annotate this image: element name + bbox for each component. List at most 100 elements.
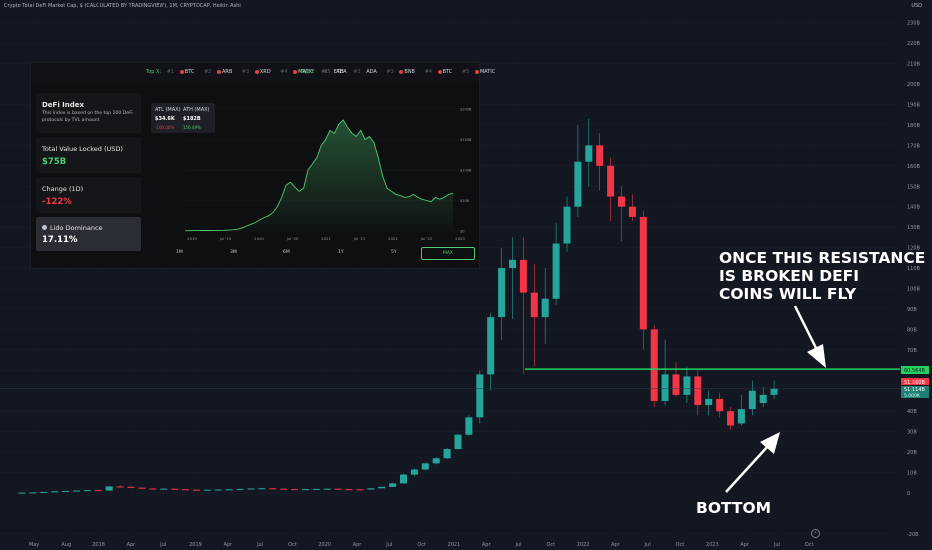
candle-body (160, 488, 168, 490)
y-tick-label: 100B (907, 287, 921, 293)
candle-body (400, 474, 407, 484)
y-tick-label: 70B (907, 348, 917, 354)
candle-body (29, 492, 37, 494)
candle-body (748, 390, 756, 410)
scroll-to-realtime-icon[interactable]: ⚡ (811, 529, 820, 538)
candle-body (541, 298, 549, 318)
x-tick-label: 2018 (92, 542, 105, 548)
candle-body (312, 488, 320, 490)
y-tick-label: 0 (907, 491, 910, 497)
range-max-button[interactable]: MAX (421, 247, 475, 260)
x-tick-label: Apr (611, 542, 621, 548)
y-tick-label: 30B (907, 430, 917, 436)
candle-body (650, 329, 658, 401)
bottom-arrow-head (760, 432, 780, 454)
bottom-note: BOTTOM (696, 499, 771, 517)
x-tick-label: 2019 (189, 542, 202, 548)
candle-body (563, 206, 571, 244)
candle-body (737, 409, 745, 424)
x-tick-label: 2021 (448, 542, 461, 548)
resistance-arrow-head (807, 344, 826, 368)
candle-body (661, 374, 669, 401)
candle-body (672, 374, 680, 395)
x-tick-label: Oct (417, 542, 426, 548)
ath-percent: 156.49% (183, 125, 201, 130)
candle-body (607, 165, 615, 197)
btc-coin-icon (437, 69, 442, 74)
btc-coin-icon (179, 69, 184, 74)
x-tick-label: Apr (740, 542, 750, 548)
prev-price-tag-bg (901, 378, 929, 385)
top-x-label: Top X: (146, 69, 162, 75)
inner-x-tick: Jul '22 (420, 236, 433, 241)
range-3m-button[interactable]: 3M (230, 250, 237, 255)
top-y-item[interactable]: #2 ADA (353, 69, 377, 75)
atl-stat: ATL (MAX) $34.6K -100.00% (155, 107, 181, 130)
y-tick-label: 120B (907, 246, 921, 252)
defi-tvl-area-chart[interactable]: 2019 Jul '19 2020 Jul '20 2021 Jul '21 2022 Jul… (147, 99, 471, 255)
y-tick-label: 140B (907, 205, 921, 211)
top-y-item[interactable]: #3 BNB (386, 69, 415, 75)
x-tick-label: Jul (256, 542, 263, 548)
range-5y-button[interactable]: 5Y (391, 250, 397, 255)
candle-body (269, 488, 277, 490)
candle-body (443, 449, 451, 459)
candle-body (476, 374, 484, 418)
candle-body (301, 489, 309, 491)
y-tick-label: 220B (907, 41, 921, 47)
top-x-item[interactable]: #1 BTC (166, 69, 195, 75)
top-coins-bar: Top X: #1 BTC #2 ARB #3 XRD #4 MATIC #5 … (31, 63, 495, 81)
ath-label: ATH (MAX) (183, 107, 210, 113)
candle-body (214, 489, 222, 491)
y-tick-label: 150B (907, 184, 921, 190)
x-tick-label: Jul (159, 542, 166, 548)
x-tick-label: 2022 (577, 542, 590, 548)
top-y-group: Top Y: #1 ETH #2 ADA #3 BNB #4 BTC #5 MA… (301, 69, 503, 75)
candle-body (378, 486, 386, 489)
candle-body (465, 417, 473, 435)
atl-label: ATL (MAX) (155, 107, 181, 113)
x-tick-label: Apr (127, 542, 137, 548)
candle-body (83, 490, 91, 492)
range-6m-button[interactable]: 6M (283, 250, 290, 255)
candle-body (18, 492, 26, 494)
candle-body (345, 489, 353, 491)
candle-body (51, 491, 59, 493)
xrd-coin-icon (254, 69, 259, 74)
candle-body (192, 489, 200, 491)
top-y-item[interactable]: #4 BTC (424, 69, 453, 75)
resistance-arrow-shaft (793, 305, 820, 353)
candle-body (770, 388, 778, 395)
range-1m-button[interactable]: 1M (176, 250, 183, 255)
top-y-item[interactable]: #1 ETH (320, 69, 344, 75)
x-tick-label: Jul (514, 542, 521, 548)
candle-body (618, 196, 625, 207)
x-tick-label: Oct (546, 542, 555, 548)
y-tick-label: 200B (907, 82, 921, 88)
y-tick-label: 80B (907, 327, 917, 333)
candle-body (683, 376, 691, 395)
top-x-item[interactable]: #3 XRD (241, 69, 271, 75)
inner-x-tick: Jul '21 (353, 236, 366, 241)
inner-x-tick: 2023 (455, 236, 465, 241)
candle-body (149, 488, 157, 490)
candle-body (716, 398, 724, 412)
candle-body (639, 216, 647, 330)
x-tick-label: Jul (385, 542, 392, 548)
tvl-card: Total Value Locked (USD) $75B (36, 137, 141, 173)
top-x-item[interactable]: #5 ADA (323, 69, 347, 75)
x-tick-label: Apr (482, 542, 492, 548)
top-x-item[interactable]: #4 MATIC (280, 69, 314, 75)
inner-y-tick: $100B (460, 169, 471, 173)
lido-label: Lido Dominance (50, 224, 103, 232)
candle-body (389, 483, 397, 487)
current-price-tag-bg (901, 386, 929, 398)
top-x-item[interactable]: #2 ARB (203, 69, 233, 75)
inner-x-tick: 2021 (321, 236, 331, 241)
top-y-item[interactable]: #5 MATIC (461, 69, 496, 75)
inner-y-tick: $50B (460, 199, 470, 203)
y-tick-label: 230B (907, 21, 921, 27)
x-tick-label: Apr (223, 542, 233, 548)
atl-value: $34.6K (155, 116, 175, 122)
range-1y-button[interactable]: 1Y (338, 250, 344, 255)
